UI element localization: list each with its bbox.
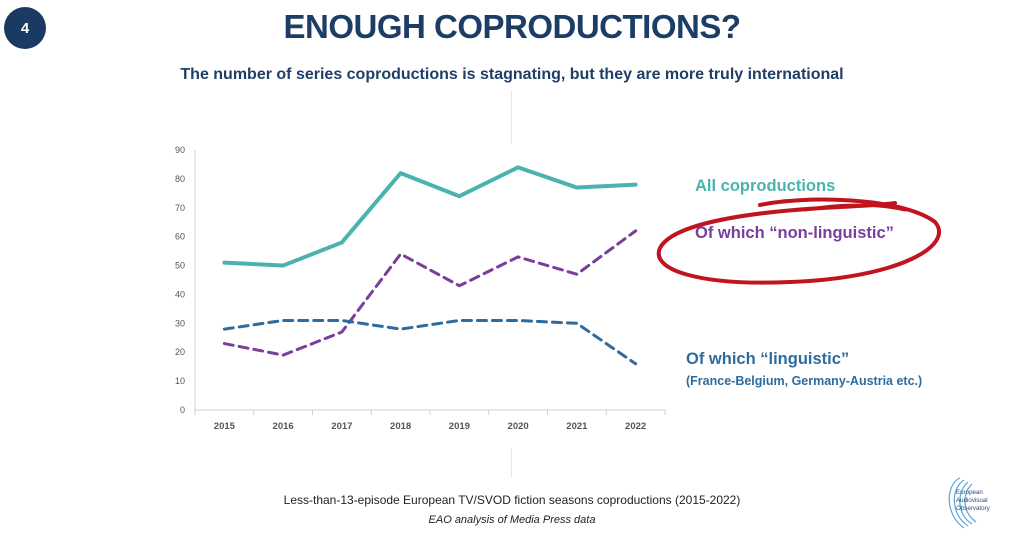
logo-line-3: Observatory <box>956 505 991 512</box>
y-tick-label: 50 <box>175 261 185 271</box>
logo-swirl-icon <box>948 477 977 529</box>
logo-line-1: European <box>956 489 983 496</box>
slide-number-badge: 4 <box>4 7 46 49</box>
chart-source: EAO analysis of Media Press data <box>428 514 596 526</box>
page-subtitle: The number of series coproductions is st… <box>180 66 844 83</box>
y-tick-label: 80 <box>175 174 185 184</box>
highlight-stroke <box>803 203 907 212</box>
x-tick-label: 2022 <box>625 421 646 432</box>
y-tick-label: 20 <box>175 347 185 357</box>
y-tick-label: 60 <box>175 232 185 242</box>
legend-label-all: All coproductions <box>695 177 835 195</box>
series-line-all <box>222 165 638 268</box>
x-tick-label: 2015 <box>214 421 236 432</box>
x-tick-label: 2021 <box>566 421 588 432</box>
x-tick-label: 2020 <box>508 421 529 432</box>
legend-note-linguistic: (France-Belgium, Germany-Austria etc.) <box>686 374 922 388</box>
legend-label-non-linguistic: Of which “non-linguistic” <box>695 224 894 242</box>
x-tick-label: 2019 <box>449 421 470 432</box>
eao-logo: European Audiovisual Observatory <box>948 477 991 529</box>
series-line-linguistic <box>222 318 638 366</box>
y-tick-label: 40 <box>175 289 185 299</box>
series-line-non-linguistic <box>222 229 638 357</box>
y-tick-label: 30 <box>175 318 185 328</box>
y-tick-label: 0 <box>180 405 185 415</box>
chart-caption: Less-than-13-episode European TV/SVOD fi… <box>283 493 741 507</box>
y-tick-label: 90 <box>175 145 185 155</box>
x-tick-label: 2018 <box>390 421 411 432</box>
legend-label-linguistic: Of which “linguistic” <box>686 350 849 368</box>
x-tick-label: 2017 <box>331 421 352 432</box>
x-tick-label: 2016 <box>273 421 294 432</box>
y-tick-label: 70 <box>175 203 185 213</box>
y-tick-label: 10 <box>175 376 185 386</box>
page-title: ENOUGH COPRODUCTIONS? <box>283 8 741 45</box>
divider-bottom <box>511 448 512 478</box>
logo-line-2: Audiovisual <box>956 497 988 504</box>
divider-top <box>511 90 512 144</box>
